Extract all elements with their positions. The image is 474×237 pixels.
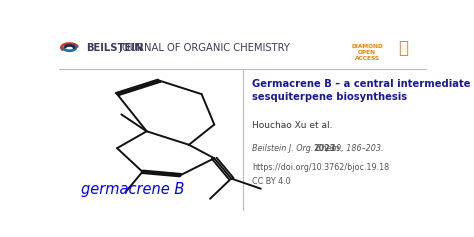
Text: Germacrene B – a central intermediate in
sesquiterpene biosynthesis: Germacrene B – a central intermediate in… bbox=[252, 79, 474, 102]
Text: , 19, 186–203.: , 19, 186–203. bbox=[326, 144, 384, 153]
Text: germacrene B: germacrene B bbox=[82, 182, 185, 197]
Text: DIAMOND
OPEN
ACCESS: DIAMOND OPEN ACCESS bbox=[351, 44, 383, 61]
Text: CC BY 4.0: CC BY 4.0 bbox=[252, 177, 291, 186]
Text: Houchao Xu et al.: Houchao Xu et al. bbox=[252, 121, 333, 130]
Text: JOURNAL OF ORGANIC CHEMISTRY: JOURNAL OF ORGANIC CHEMISTRY bbox=[116, 43, 290, 53]
Text: Beilstein J. Org. Chem.: Beilstein J. Org. Chem. bbox=[252, 144, 344, 153]
Text: https://doi.org/10.3762/bjoc.19.18: https://doi.org/10.3762/bjoc.19.18 bbox=[252, 163, 389, 172]
Text: BEILSTEIN: BEILSTEIN bbox=[86, 43, 143, 53]
Text: 🔓: 🔓 bbox=[398, 39, 408, 57]
Text: 2023: 2023 bbox=[314, 144, 336, 153]
